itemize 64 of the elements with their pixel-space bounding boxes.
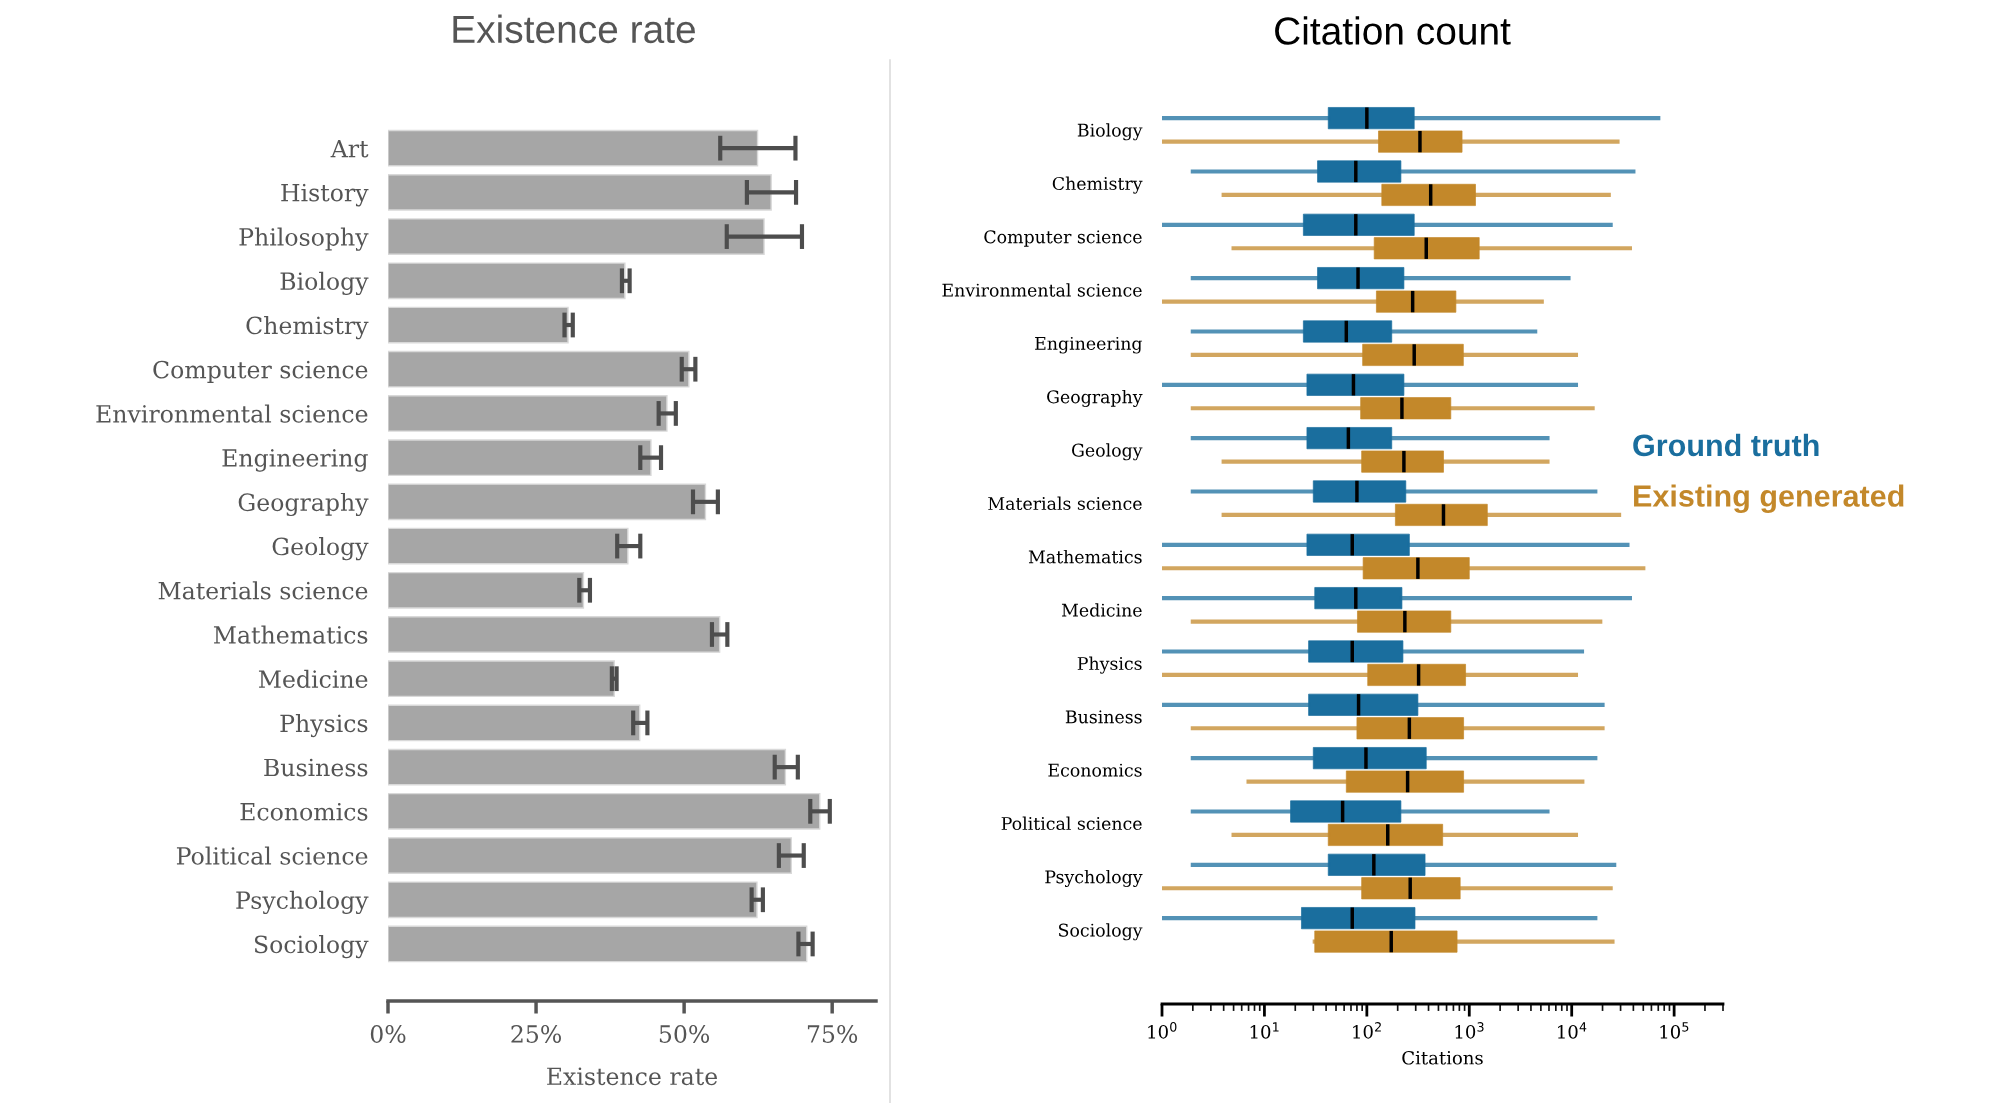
chart-title: Existence rate — [453, 14, 695, 44]
bar — [388, 792, 821, 830]
y-tick-label: Geology — [1072, 443, 1143, 461]
y-tick-label: Chemistry — [1052, 176, 1143, 194]
y-tick-label: Biology — [280, 271, 369, 296]
y-tick-label: Economics — [1048, 763, 1142, 777]
bar — [388, 173, 772, 211]
y-tick-label: Sociology — [1059, 923, 1143, 941]
y-tick-label: Business — [264, 758, 368, 777]
y-tick-label: Medicine — [258, 669, 368, 688]
y-tick-label: Biology — [1077, 123, 1143, 141]
y-tick-label: Sociology — [254, 935, 369, 959]
bar — [388, 218, 765, 255]
y-tick-label: Physics — [1077, 656, 1142, 674]
y-tick-label: Environmental science — [942, 283, 1142, 297]
y-tick-label: Political science — [1001, 816, 1142, 831]
y-tick-label: Philosophy — [239, 227, 369, 251]
bar — [388, 350, 690, 388]
y-tick-label: Geography — [238, 492, 369, 517]
bar — [388, 616, 721, 653]
y-tick-label: Medicine — [1061, 603, 1142, 617]
y-tick-label: Engineering — [222, 449, 368, 472]
y-tick-label: Art — [330, 139, 369, 158]
bar — [388, 748, 787, 786]
x-tick-label: 75% — [807, 1025, 858, 1043]
y-tick-label: Mathematics — [213, 625, 368, 644]
x-axis-title: Existence rate — [547, 1067, 718, 1086]
y-tick-label: Materials science — [158, 581, 368, 600]
y-tick-label: Political science — [176, 846, 368, 865]
bar — [388, 483, 707, 521]
bar — [388, 527, 629, 565]
y-tick-label: Physics — [280, 713, 368, 738]
x-tick-label: 0% — [370, 1025, 406, 1043]
y-tick-label: Materials science — [988, 496, 1142, 511]
y-tick-label: Psychology — [1045, 869, 1143, 887]
y-tick-label: Business — [1065, 710, 1142, 724]
y-tick-label: Chemistry — [246, 316, 369, 340]
text: Existing generated — [1634, 484, 1904, 514]
x-tick-label: 10$^{1}$ — [1250, 1022, 1279, 1039]
y-tick-label: Geography — [1047, 389, 1143, 407]
bar — [388, 129, 759, 167]
y-tick-label: Mathematics — [1028, 549, 1142, 564]
bar — [388, 395, 668, 432]
y-tick-label: Computer science — [153, 360, 368, 384]
x-tick-label: 10$^{0}$ — [1148, 1022, 1177, 1039]
x-tick-label: 25% — [511, 1025, 561, 1043]
text: Ground truth — [1633, 433, 1819, 457]
y-tick-label: Economics — [240, 802, 368, 821]
y-tick-label: History — [281, 183, 369, 207]
bar — [388, 439, 652, 477]
x-tick-label: 10$^{4}$ — [1558, 1022, 1587, 1039]
bar — [388, 837, 793, 874]
x-tick-label: 10$^{5}$ — [1660, 1022, 1689, 1039]
x-tick-label: 10$^{2}$ — [1353, 1022, 1381, 1039]
y-tick-label: Psychology — [236, 890, 369, 914]
chart-title: Citation count — [1275, 16, 1511, 45]
y-tick-label: Engineering — [1035, 336, 1143, 354]
y-tick-label: Geology — [272, 537, 369, 561]
y-tick-label: Computer science — [984, 230, 1142, 247]
y-tick-label: Environmental science — [96, 404, 368, 423]
bar — [388, 704, 641, 742]
x-axis-title: Citations — [1402, 1050, 1483, 1065]
x-tick-label: 50% — [659, 1025, 710, 1043]
x-tick-label: 10$^{3}$ — [1455, 1022, 1484, 1039]
